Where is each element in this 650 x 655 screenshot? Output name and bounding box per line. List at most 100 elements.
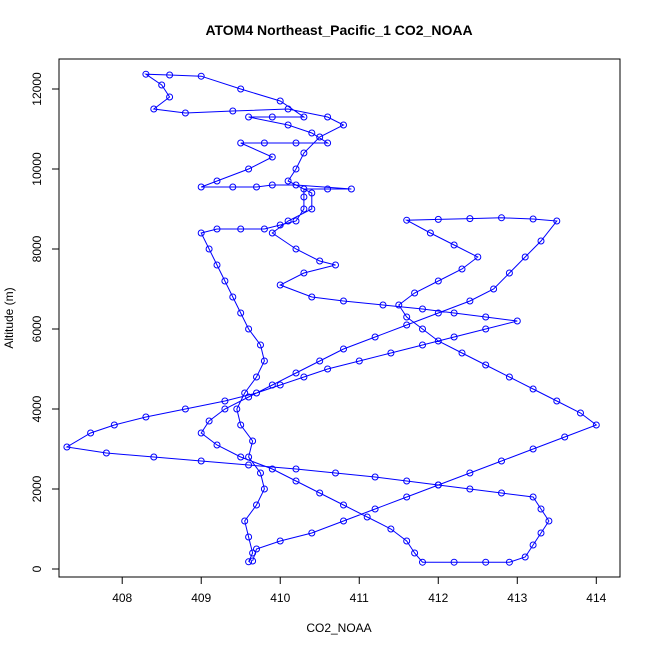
data-point <box>324 185 332 193</box>
y-tick-label: 12000 <box>30 72 44 106</box>
data-point <box>268 181 276 189</box>
data-point <box>63 443 71 451</box>
data-point <box>213 225 221 233</box>
data-point <box>403 313 411 321</box>
data-point <box>257 469 264 477</box>
data-point <box>521 253 529 261</box>
data-point <box>253 501 260 509</box>
data-point <box>466 469 474 477</box>
data-point <box>197 183 205 191</box>
data-point <box>233 405 241 413</box>
data-point <box>434 277 442 285</box>
data-point <box>241 389 249 397</box>
data-point <box>498 489 505 497</box>
data-point <box>419 325 426 333</box>
data-point <box>229 107 237 115</box>
data-point <box>253 373 260 381</box>
y-tick-label: 10000 <box>30 152 44 186</box>
data-point <box>87 429 95 437</box>
data-point <box>482 313 490 321</box>
data-point <box>205 245 213 253</box>
data-point <box>300 205 308 213</box>
data-point <box>229 293 237 301</box>
data-point <box>450 309 458 317</box>
data-point <box>316 357 324 365</box>
data-point <box>521 553 529 561</box>
data-point <box>300 373 308 381</box>
data-point <box>292 477 300 485</box>
data-point <box>553 397 561 405</box>
data-point <box>466 215 474 223</box>
x-tick-label: 411 <box>350 591 369 605</box>
data-point <box>371 473 379 481</box>
data-point <box>371 333 379 341</box>
data-point <box>245 558 253 566</box>
x-tick-label: 408 <box>112 591 132 605</box>
data-point <box>466 297 474 305</box>
data-point <box>529 385 537 393</box>
data-point <box>158 81 166 89</box>
data-point <box>260 225 268 233</box>
data-point <box>426 229 434 237</box>
data-point <box>379 301 387 309</box>
data-point <box>268 465 276 473</box>
data-point <box>561 433 569 441</box>
data-point <box>308 189 316 197</box>
data-point <box>387 525 395 533</box>
data-point <box>490 285 498 293</box>
data-point <box>592 421 600 429</box>
data-point <box>537 529 545 537</box>
data-point <box>434 337 442 345</box>
data-point <box>292 139 300 147</box>
data-point <box>505 558 513 566</box>
data-point <box>466 485 474 493</box>
data-point <box>387 349 395 357</box>
data-point <box>245 325 253 333</box>
data-point <box>102 449 110 457</box>
data-point <box>245 393 253 401</box>
data-point <box>181 109 189 117</box>
x-tick-label: 409 <box>191 591 211 605</box>
data-point <box>213 177 221 185</box>
data-point <box>245 113 253 121</box>
data-point <box>340 345 347 353</box>
data-point <box>308 129 316 137</box>
data-point <box>268 113 276 121</box>
data-point <box>340 517 347 525</box>
data-point <box>221 397 229 405</box>
data-point <box>395 301 403 309</box>
data-point <box>403 216 411 224</box>
data-point <box>237 139 245 147</box>
data-point <box>529 445 537 453</box>
data-point <box>253 183 260 191</box>
data-point <box>237 309 245 317</box>
data-point <box>197 457 205 465</box>
data-point <box>450 558 458 566</box>
data-point <box>347 185 355 193</box>
data-point <box>498 457 505 465</box>
data-point <box>268 381 276 389</box>
data-point <box>253 389 260 397</box>
data-point <box>166 71 174 79</box>
data-point <box>181 405 189 413</box>
data-point <box>482 361 490 369</box>
data-point <box>308 205 316 213</box>
data-point <box>340 297 347 305</box>
data-point <box>403 477 411 485</box>
x-axis: 408 409 410 411 412 413 414 <box>112 576 607 605</box>
data-point <box>213 261 221 269</box>
data-point <box>249 557 257 565</box>
data-point <box>332 469 339 477</box>
data-point <box>403 321 411 329</box>
data-point <box>411 549 419 557</box>
data-point <box>505 269 513 277</box>
data-point <box>482 325 490 333</box>
data-point <box>253 545 260 553</box>
data-point <box>276 281 284 289</box>
data-point <box>324 113 332 121</box>
data-point <box>284 177 292 185</box>
data-point <box>292 217 300 225</box>
data-point <box>316 133 324 141</box>
data-point <box>324 139 332 147</box>
